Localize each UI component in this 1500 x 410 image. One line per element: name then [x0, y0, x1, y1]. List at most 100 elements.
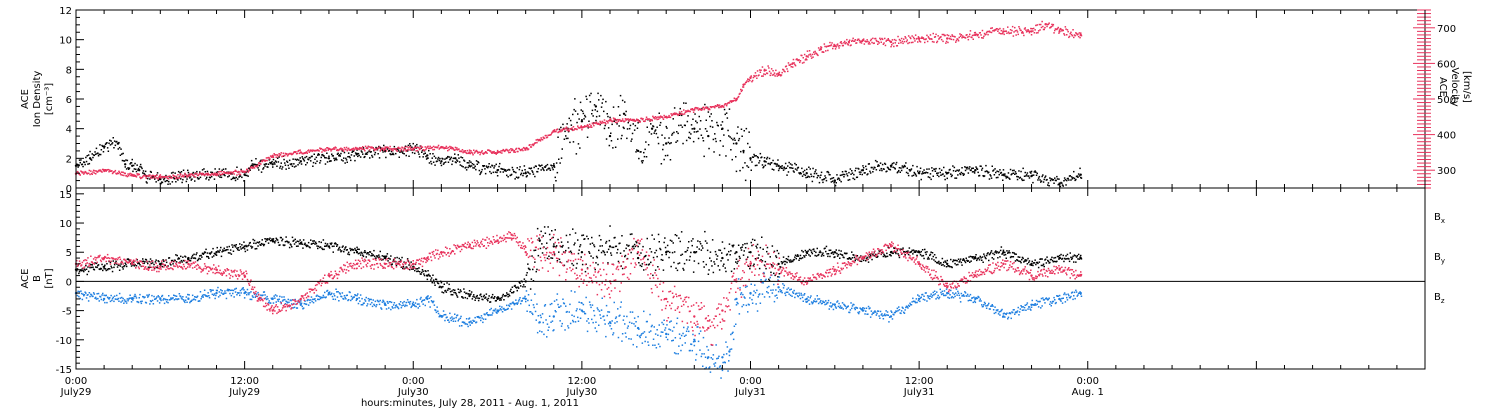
bx-point: [780, 266, 782, 268]
ion-density-point: [859, 173, 861, 175]
bx-point: [507, 295, 509, 298]
bx-point: [1006, 250, 1008, 252]
velocity-point: [808, 50, 811, 52]
velocity-point: [553, 129, 556, 131]
ion-density-point: [591, 109, 594, 112]
velocity-point: [253, 167, 256, 169]
ion-density-point: [795, 164, 797, 166]
velocity-point: [279, 153, 282, 156]
ion-density-point: [273, 161, 275, 164]
bx-point: [1008, 250, 1010, 252]
velocity-point: [198, 173, 200, 176]
by-point: [220, 292, 223, 294]
velocity-point: [150, 175, 152, 177]
by-point: [286, 301, 288, 303]
bx-point: [506, 292, 508, 294]
ion-density-point: [210, 171, 212, 173]
by-point: [405, 301, 407, 304]
ion-density-point: [717, 125, 719, 127]
ion-density-point: [145, 181, 148, 183]
ion-density-point: [300, 163, 303, 165]
ion-density-point: [341, 150, 344, 152]
velocity-point: [1033, 32, 1036, 34]
bx-point: [536, 268, 538, 271]
bx-point: [1018, 260, 1020, 262]
velocity-point: [1039, 29, 1041, 31]
bx-point: [305, 244, 307, 246]
ion-density-point: [589, 101, 592, 103]
ion-density-point: [742, 151, 745, 154]
ion-density-point: [281, 168, 283, 170]
by-point: [239, 294, 241, 297]
velocity-point: [1051, 25, 1054, 27]
velocity-point: [981, 37, 983, 39]
velocity-point: [1075, 32, 1078, 35]
bx-point: [533, 249, 535, 252]
velocity-point: [113, 171, 116, 173]
ion-density-point: [1030, 174, 1033, 178]
by-point: [430, 300, 433, 302]
ion-density-point: [899, 171, 901, 173]
by-point: [399, 301, 402, 303]
by-point: [248, 292, 251, 294]
ion-density-point: [1016, 178, 1019, 181]
ion-density-point: [1034, 170, 1036, 172]
data-points-layer: [74, 20, 1083, 379]
bx-point: [624, 254, 627, 257]
ion-density-point: [997, 170, 1000, 173]
ion-density-point: [407, 144, 410, 147]
ion-density-point: [146, 182, 148, 184]
ion-density-point: [571, 128, 573, 131]
bx-point: [674, 234, 677, 236]
bx-point: [750, 241, 752, 244]
velocity-point: [517, 150, 519, 153]
bx-point: [905, 250, 908, 253]
ion-density-point: [829, 178, 832, 180]
ion-density-point: [120, 148, 122, 150]
bx-point: [647, 258, 649, 261]
velocity-point: [177, 174, 179, 176]
bx-point: [924, 248, 926, 251]
bx-point: [926, 251, 928, 253]
bx-point: [200, 254, 202, 257]
bx-point: [493, 297, 495, 300]
velocity-point: [634, 120, 637, 122]
ion-density-point: [619, 94, 622, 97]
ion-density-point: [411, 151, 414, 154]
by-point: [392, 307, 394, 309]
bx-point: [364, 250, 366, 252]
bx-point: [249, 241, 251, 244]
ion-density-point: [346, 161, 348, 163]
velocity-point: [678, 113, 680, 115]
ion-density-point: [88, 157, 92, 160]
ion-density-point: [99, 144, 101, 146]
by-point: [354, 294, 357, 297]
ion-density-point: [812, 167, 814, 170]
bx-point: [1051, 256, 1053, 259]
velocity-point: [382, 147, 384, 149]
velocity-point: [776, 75, 778, 77]
velocity-point: [912, 41, 914, 44]
bx-point: [803, 256, 806, 258]
bx-point: [559, 261, 561, 263]
ion-density-point: [1041, 175, 1043, 178]
ion-density-point: [489, 166, 492, 168]
bx-point: [312, 240, 314, 242]
bx-point: [549, 238, 552, 241]
ion-density-point: [218, 168, 221, 170]
bx-point: [784, 260, 787, 263]
ion-density-point: [858, 171, 861, 173]
velocity-point: [284, 154, 286, 157]
bx-point: [135, 265, 138, 267]
velocity-point: [586, 124, 589, 126]
bx-point: [591, 242, 594, 244]
ion-density-point: [1054, 177, 1056, 179]
velocity-point: [603, 119, 606, 121]
velocity-point: [1040, 23, 1042, 26]
ion-density-point: [665, 142, 668, 145]
by-point: [335, 288, 337, 290]
ion-density-point: [648, 131, 651, 133]
ion-density-point: [698, 115, 700, 118]
by-point: [254, 296, 256, 298]
bx-point: [626, 244, 628, 246]
